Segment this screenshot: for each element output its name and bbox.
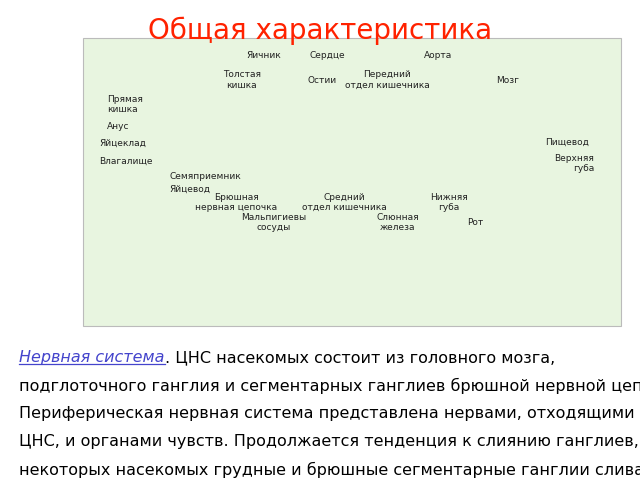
Text: некоторых насекомых грудные и брюшные сегментарные ганглии сливаются: некоторых насекомых грудные и брюшные се… bbox=[19, 462, 640, 478]
Text: . ЦНС насекомых состоит из головного мозга,: . ЦНС насекомых состоит из головного моз… bbox=[164, 350, 555, 365]
Text: Прямая
кишка: Прямая кишка bbox=[108, 95, 143, 114]
Text: Семяприемник: Семяприемник bbox=[169, 172, 241, 181]
Text: Толстая
кишка: Толстая кишка bbox=[223, 71, 260, 90]
Text: Нервная система: Нервная система bbox=[19, 350, 164, 365]
Text: Передний
отдел кишечника: Передний отдел кишечника bbox=[344, 71, 429, 90]
Text: Мальпигиевы
сосуды: Мальпигиевы сосуды bbox=[241, 213, 307, 232]
Text: Пищевод: Пищевод bbox=[545, 138, 589, 146]
Text: Остии: Остии bbox=[308, 76, 337, 84]
Text: Слюнная
железа: Слюнная железа bbox=[376, 213, 419, 232]
Text: Аорта: Аорта bbox=[424, 51, 452, 60]
Text: Анус: Анус bbox=[108, 122, 130, 131]
Text: Рот: Рот bbox=[468, 218, 484, 227]
Text: Брюшная
нервная цепочка: Брюшная нервная цепочка bbox=[195, 193, 278, 212]
Text: ЦНС, и органами чувств. Продолжается тенденция к слиянию ганглиев, у: ЦНС, и органами чувств. Продолжается тен… bbox=[19, 434, 640, 449]
Text: Общая характеристика: Общая характеристика bbox=[148, 17, 492, 45]
Text: Яйцевод: Яйцевод bbox=[169, 185, 210, 194]
Text: Верхняя
губа: Верхняя губа bbox=[554, 154, 594, 173]
Text: Яйцеклад: Яйцеклад bbox=[99, 139, 146, 148]
Text: Влагалище: Влагалище bbox=[99, 156, 153, 165]
Text: подглоточного ганглия и сегментарных ганглиев брюшной нервной цепочки.: подглоточного ганглия и сегментарных ган… bbox=[19, 378, 640, 395]
Text: Нижняя
губа: Нижняя губа bbox=[430, 193, 468, 212]
Text: Яичник: Яичник bbox=[246, 51, 281, 60]
Text: Мозг: Мозг bbox=[497, 76, 520, 84]
Text: Средний
отдел кишечника: Средний отдел кишечника bbox=[301, 193, 387, 212]
Text: Сердце: Сердце bbox=[310, 51, 346, 60]
Text: Периферическая нервная система представлена нервами, отходящими от: Периферическая нервная система представл… bbox=[19, 406, 640, 421]
FancyBboxPatch shape bbox=[83, 38, 621, 326]
